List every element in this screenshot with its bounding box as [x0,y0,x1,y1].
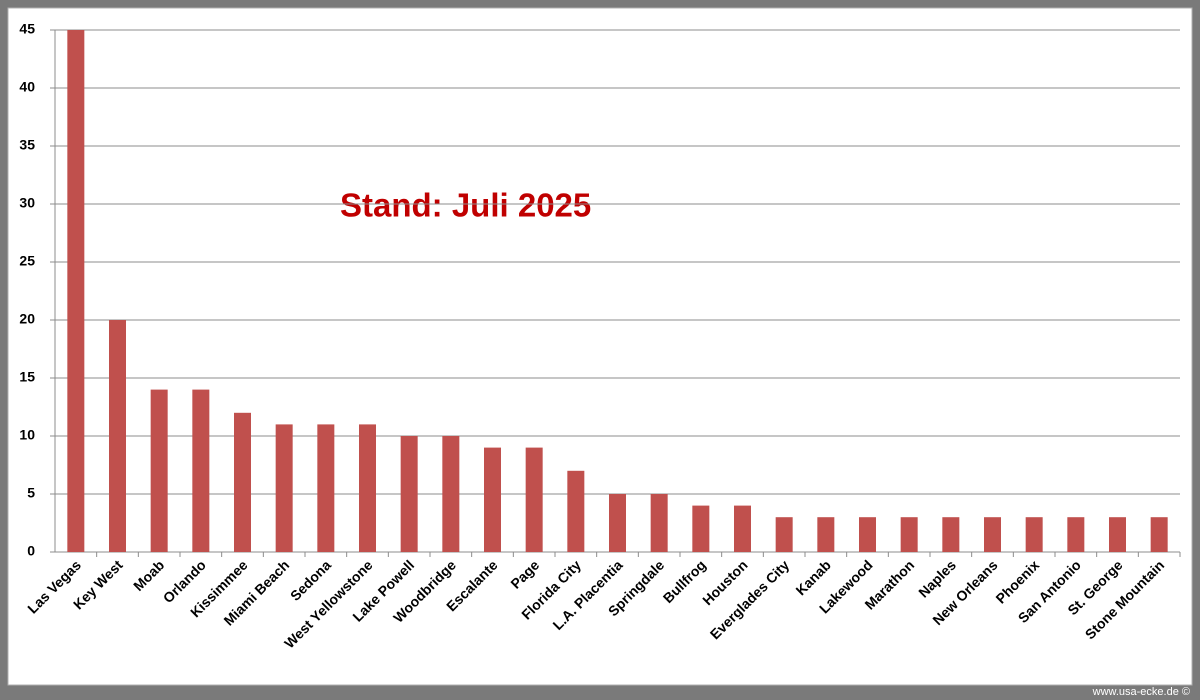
bar [984,517,1001,552]
y-tick-label: 45 [19,21,35,37]
bar [317,424,335,552]
y-tick-label: 15 [19,369,35,385]
bar [817,517,835,552]
bar [192,389,210,552]
y-tick-label: 10 [19,427,35,443]
bar [1150,517,1168,552]
y-tick-label: 5 [27,485,35,501]
bar [942,517,960,552]
y-tick-label: 35 [19,137,35,153]
bar [1025,517,1043,552]
annotation: Stand: Juli 2025 [340,187,591,224]
bar [275,424,293,552]
bar [109,320,126,552]
y-tick-label: 0 [27,543,35,559]
bar [609,494,626,552]
bar [150,389,168,552]
bar [734,505,751,552]
bar [67,30,85,552]
bar [1109,517,1126,552]
bar [692,505,710,552]
bar [650,494,668,552]
bar [775,517,793,552]
bar [567,470,585,552]
bar [900,517,918,552]
bar [1067,517,1085,552]
bar [859,517,876,552]
y-tick-label: 30 [19,195,35,211]
y-tick-label: 40 [19,79,35,95]
bar [525,447,543,552]
bar [234,412,251,552]
bar [442,436,460,552]
footer: www.usa-ecke.de © [1092,686,1190,698]
bar [484,447,501,552]
chart-area [7,7,1193,686]
y-tick-label: 25 [19,253,35,269]
y-tick-label: 20 [19,311,35,327]
bar [359,424,376,552]
bar [400,436,418,552]
